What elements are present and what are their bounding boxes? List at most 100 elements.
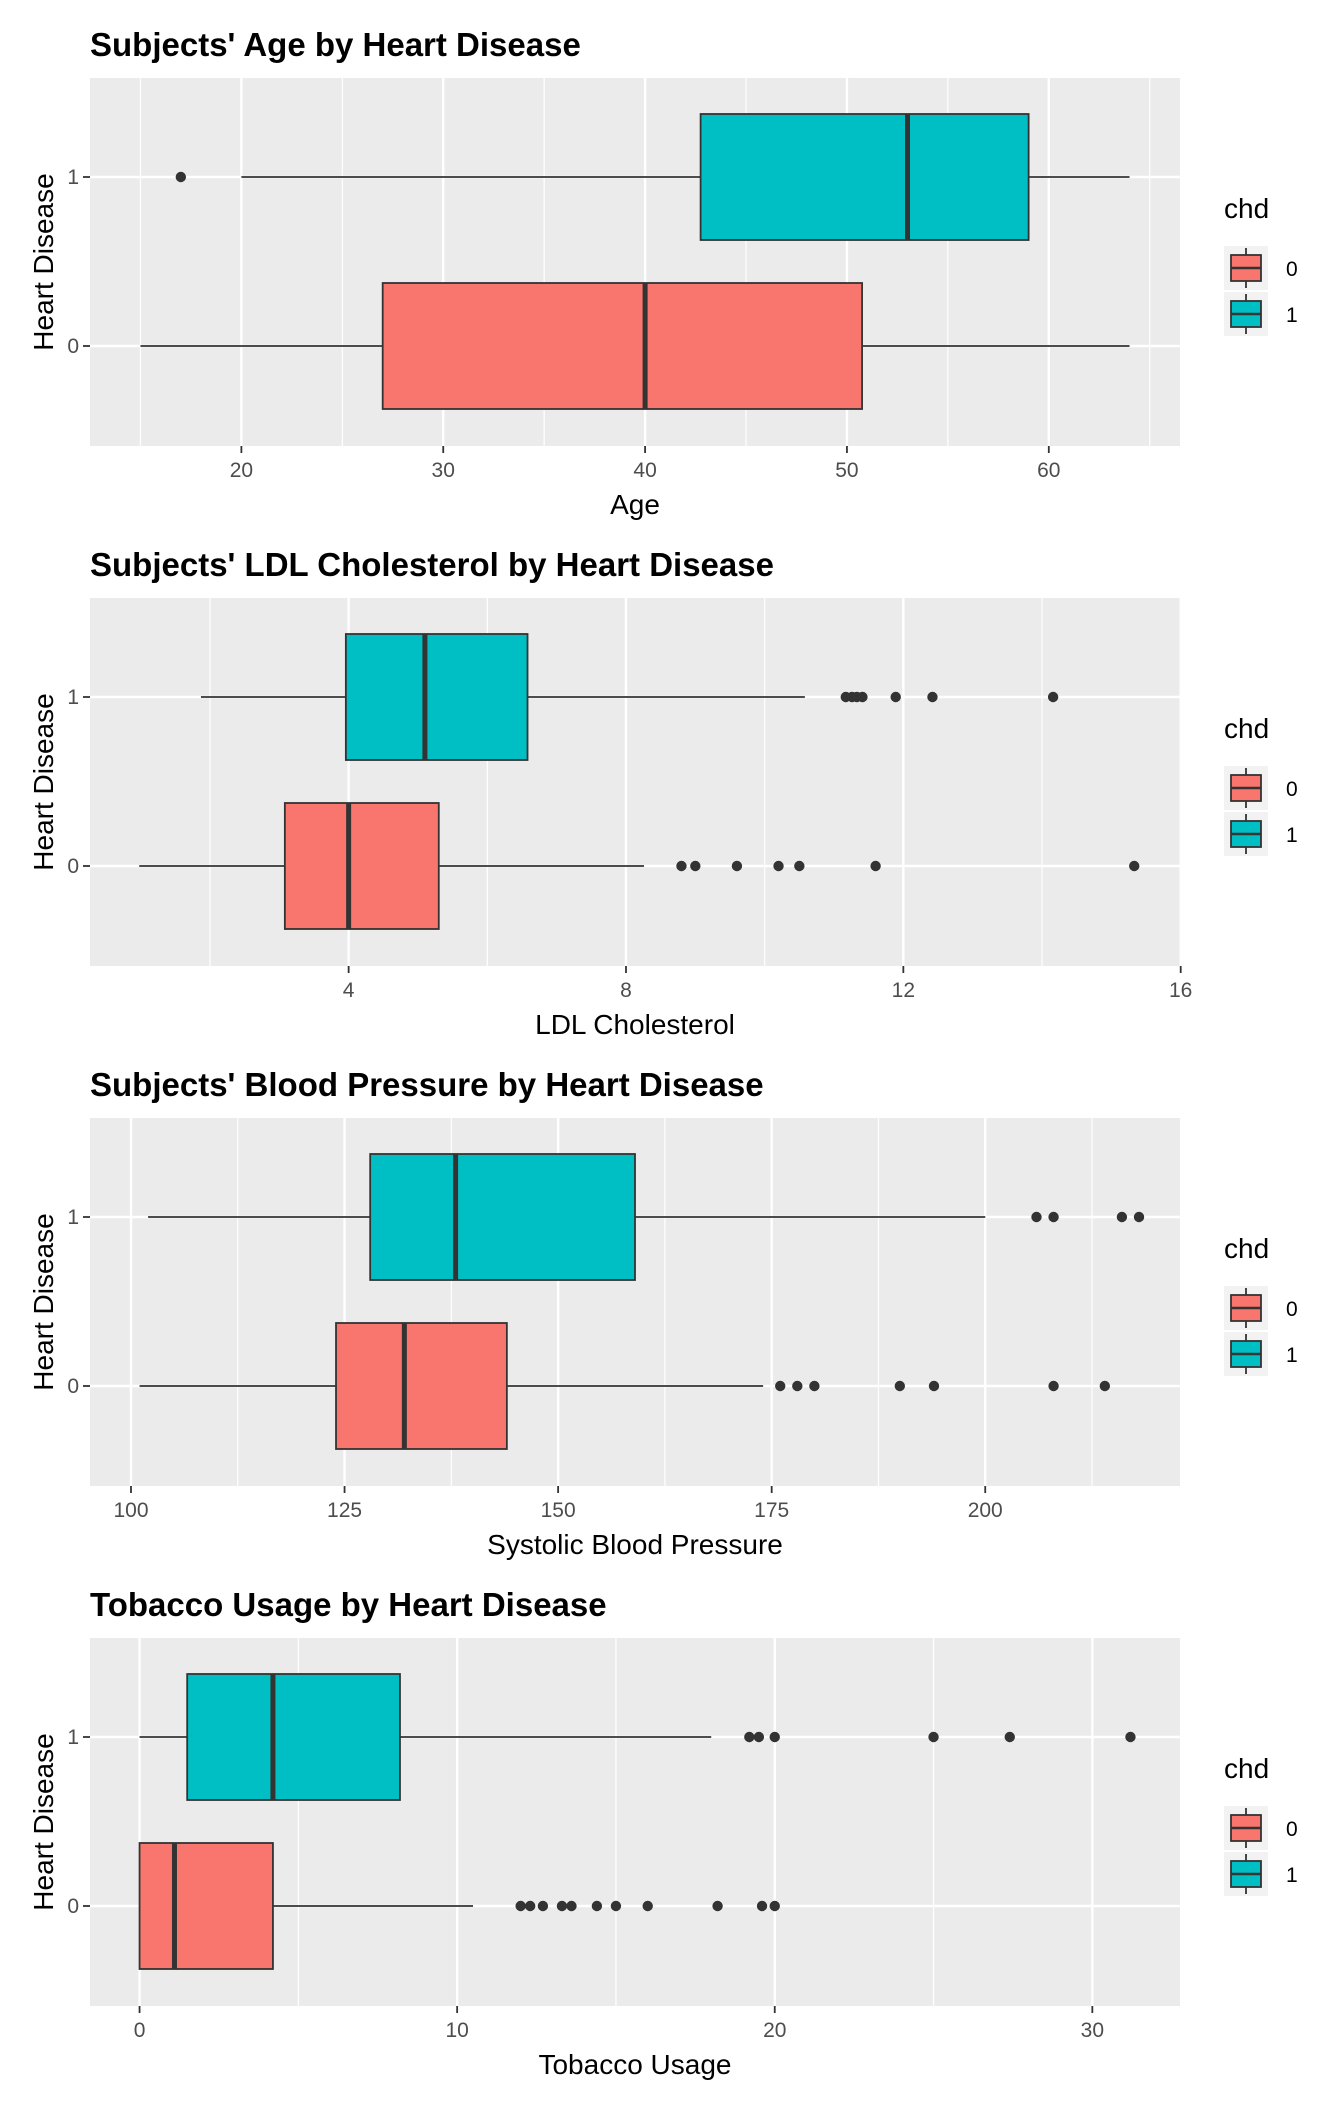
outlier-point <box>524 1900 536 1912</box>
x-tick-label: 200 <box>968 1499 1003 1522</box>
outlier-point <box>792 1380 803 1392</box>
x-tick-label: 12 <box>892 979 915 1002</box>
y-axis-label: Heart Disease <box>28 1733 59 1910</box>
x-axis-label: LDL Cholesterol <box>535 1009 735 1040</box>
x-tick-label: 40 <box>633 459 656 482</box>
outlier-point <box>927 691 938 703</box>
outlier-point <box>1129 860 1140 872</box>
outlier-point <box>894 1380 906 1392</box>
plot-panel <box>90 598 1180 966</box>
outlier-point <box>676 860 687 872</box>
y-tick-label: 1 <box>67 1726 79 1749</box>
y-tick-label: 0 <box>67 1895 79 1918</box>
outlier-point <box>775 1380 786 1392</box>
y-tick-label: 1 <box>67 166 79 189</box>
outlier-point <box>769 1731 780 1743</box>
chart-title: Subjects' Age by Heart Disease <box>90 26 581 63</box>
outlier-point <box>756 1900 768 1912</box>
x-tick-label: 10 <box>445 2019 468 2042</box>
outlier-point <box>591 1900 603 1912</box>
legend-title: chd <box>1224 1233 1269 1264</box>
x-tick-label: 16 <box>1169 979 1192 1002</box>
x-tick-label: 100 <box>113 1499 148 1522</box>
legend-label: 1 <box>1286 1344 1298 1367</box>
chart-panel: Subjects' LDL Cholesterol by Heart Disea… <box>28 546 1298 1040</box>
legend-label: 0 <box>1286 258 1298 281</box>
box-iqr <box>138 1842 274 1970</box>
outlier-point <box>928 1731 939 1743</box>
chart-panel: Subjects' Age by Heart Disease 20 30 40 50 60… <box>28 26 1298 520</box>
legend-label: 1 <box>1286 824 1298 847</box>
legend-title: chd <box>1224 193 1269 224</box>
legend-label: 0 <box>1286 1298 1298 1321</box>
outlier-point <box>857 691 868 703</box>
outlier-point <box>712 1900 723 1912</box>
outlier-point <box>566 1900 577 1912</box>
outlier-point <box>1048 1380 1059 1392</box>
y-tick-label: 1 <box>67 1206 79 1229</box>
x-tick-label: 50 <box>835 459 858 482</box>
legend-title: chd <box>1224 713 1269 744</box>
outlier-point <box>175 171 187 183</box>
outlier-point <box>642 1900 653 1912</box>
box-iqr <box>186 1673 401 1801</box>
x-tick-label: 4 <box>343 979 355 1002</box>
legend-label: 1 <box>1286 1864 1298 1887</box>
y-axis-label: Heart Disease <box>28 173 59 350</box>
outlier-point <box>773 860 784 872</box>
outlier-point <box>794 860 805 872</box>
x-tick-label: 20 <box>763 2019 786 2042</box>
outlier-point <box>870 860 881 872</box>
chart-title: Subjects' Blood Pressure by Heart Diseas… <box>90 1066 764 1103</box>
x-tick-label: 30 <box>1081 2019 1104 2042</box>
outlier-point <box>1048 1211 1059 1223</box>
legend-label: 1 <box>1286 304 1298 327</box>
chart-title: Subjects' LDL Cholesterol by Heart Disea… <box>90 546 774 583</box>
box-iqr <box>699 113 1030 241</box>
x-tick-label: 125 <box>327 1499 362 1522</box>
x-tick-label: 8 <box>620 979 632 1002</box>
x-tick-label: 30 <box>432 459 455 482</box>
outlier-point <box>1004 1731 1015 1743</box>
outlier-point <box>1031 1211 1042 1223</box>
outlier-point <box>753 1731 765 1743</box>
chart-panel: Subjects' Blood Pressure by Heart Diseas… <box>28 1066 1298 1560</box>
legend-label: 0 <box>1286 778 1298 801</box>
outlier-point <box>928 1380 940 1392</box>
legend-label: 0 <box>1286 1818 1298 1841</box>
outlier-point <box>1125 1731 1136 1743</box>
legend-title: chd <box>1224 1753 1269 1784</box>
outlier-point <box>690 860 701 872</box>
y-tick-label: 0 <box>67 335 79 358</box>
x-axis-label: Systolic Blood Pressure <box>487 1529 783 1560</box>
outlier-point <box>731 860 743 872</box>
box-iqr <box>381 282 863 410</box>
y-axis-label: Heart Disease <box>28 1213 59 1390</box>
x-tick-label: 150 <box>541 1499 576 1522</box>
x-axis-label: Age <box>610 489 660 520</box>
outlier-point <box>1099 1380 1111 1392</box>
y-tick-label: 0 <box>67 1375 79 1398</box>
outlier-point <box>537 1900 549 1912</box>
chart-title: Tobacco Usage by Heart Disease <box>90 1586 607 1623</box>
outlier-point <box>744 1731 755 1743</box>
box-iqr <box>283 802 440 930</box>
outlier-point <box>769 1900 780 1912</box>
x-tick-label: 0 <box>134 2019 146 2042</box>
x-tick-label: 20 <box>230 459 253 482</box>
outlier-point <box>556 1900 568 1912</box>
outlier-point <box>1047 691 1059 703</box>
x-tick-label: 175 <box>754 1499 789 1522</box>
x-tick-label: 60 <box>1037 459 1060 482</box>
x-axis-label: Tobacco Usage <box>538 2049 731 2080</box>
y-tick-label: 1 <box>67 686 79 709</box>
box-iqr <box>335 1322 508 1450</box>
outlier-point <box>809 1380 820 1392</box>
outlier-point <box>1133 1211 1145 1223</box>
outlier-point <box>515 1900 526 1912</box>
box-iqr <box>344 633 529 761</box>
outlier-point <box>890 691 901 703</box>
